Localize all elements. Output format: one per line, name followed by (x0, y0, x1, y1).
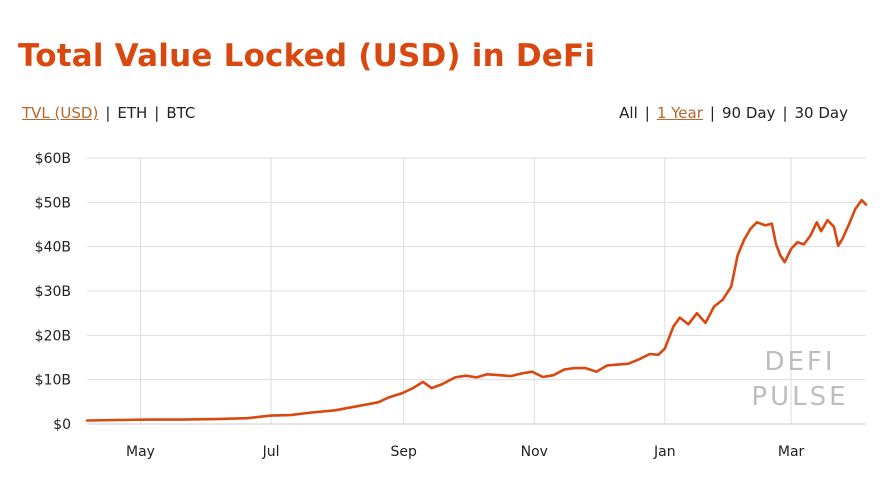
y-tick-label: $50B (35, 195, 71, 211)
y-tick-label: $30B (35, 284, 71, 300)
y-tick-label: $60B (35, 151, 71, 167)
range-1-year[interactable]: 1 Year (656, 104, 703, 122)
x-tick-label: Jul (262, 444, 280, 460)
option-eth[interactable]: ETH (117, 104, 148, 122)
watermark-line-2: PULSE (751, 382, 848, 412)
range-90-day[interactable]: 90 Day (721, 104, 776, 122)
range-30-day[interactable]: 30 Day (794, 104, 848, 122)
range-toggle: All | 1 Year | 90 Day | 30 Day (619, 104, 848, 122)
y-tick-label: $40B (35, 240, 71, 256)
x-tick-label: Mar (778, 444, 805, 460)
range-all[interactable]: All (619, 104, 638, 122)
x-tick-label: Nov (521, 444, 548, 460)
separator: | (105, 104, 111, 122)
tvl-series-line (85, 198, 868, 422)
x-tick-label: May (126, 444, 155, 460)
x-tick-label: Jan (653, 444, 676, 460)
separator: | (782, 104, 788, 122)
y-tick-label: $20B (35, 328, 71, 344)
x-tick-label: Sep (391, 444, 418, 460)
y-tick-label: $10B (35, 373, 71, 389)
watermark-line-1: DEFI (764, 347, 835, 377)
metric-toggle: TVL (USD) | ETH | BTC (22, 104, 195, 122)
option-btc[interactable]: BTC (166, 104, 196, 122)
separator: | (644, 104, 650, 122)
y-tick-label: $0 (53, 417, 71, 433)
separator: | (154, 104, 160, 122)
separator: | (709, 104, 715, 122)
option-tvl-usd[interactable]: TVL (USD) (22, 104, 99, 122)
chart-title: Total Value Locked (USD) in DeFi (18, 38, 596, 74)
